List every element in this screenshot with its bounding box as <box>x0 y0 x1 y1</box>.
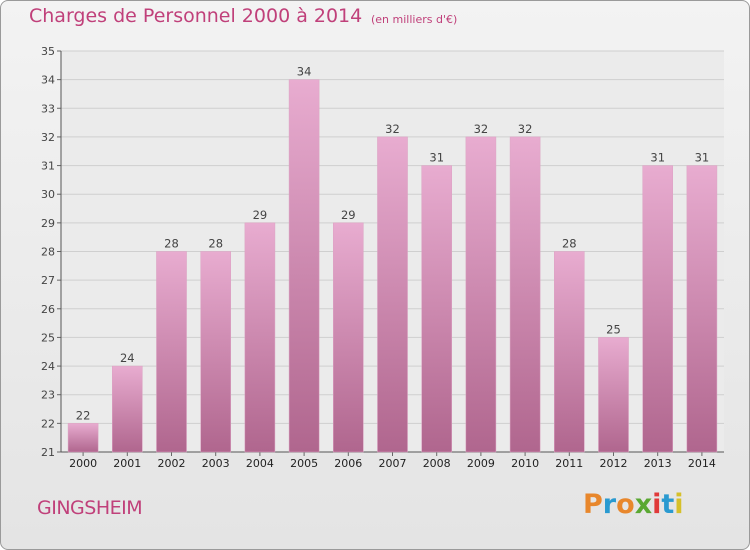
y-tick-label: 21 <box>41 446 55 459</box>
x-tick-label-2011: 2011 <box>555 457 583 470</box>
y-tick-label: 35 <box>41 45 55 58</box>
x-tick-label-2014: 2014 <box>688 457 716 470</box>
data-label-2009: 32 <box>474 122 489 136</box>
y-tick-label: 27 <box>41 274 55 287</box>
bar-2006 <box>333 222 364 453</box>
y-tick-label: 33 <box>41 102 55 115</box>
bar-2008 <box>421 165 452 453</box>
data-label-2006: 29 <box>341 208 356 222</box>
data-label-2000: 22 <box>76 408 91 422</box>
bar-2005 <box>288 79 320 453</box>
x-tick-label-2012: 2012 <box>600 457 628 470</box>
logo-letter: x <box>634 489 653 520</box>
bar-2007 <box>377 136 408 453</box>
y-tick-label: 26 <box>41 303 55 316</box>
bar-2014 <box>686 165 718 453</box>
y-tick-label: 25 <box>41 331 55 344</box>
data-label-2012: 25 <box>606 322 621 336</box>
x-tick-label-2001: 2001 <box>113 457 141 470</box>
bar-2012 <box>598 337 629 453</box>
axes: 21 22 23 24 25 26 27 28 29 30 31 32 33 34 35 2000 2001 20… <box>41 45 724 470</box>
bar-2013 <box>642 165 673 453</box>
data-label-2003: 28 <box>208 237 223 251</box>
y-tick-label: 31 <box>41 160 55 173</box>
y-tick-label: 28 <box>41 246 55 259</box>
x-tick-label-2007: 2007 <box>379 457 407 470</box>
x-tick-label-2008: 2008 <box>423 457 451 470</box>
chart-title: Charges de Personnel 2000 à 2014 <box>29 5 363 27</box>
x-tick-label-2006: 2006 <box>334 457 362 470</box>
x-tick-label-2000: 2000 <box>69 457 97 470</box>
data-label-2004: 29 <box>253 208 268 222</box>
data-label-2002: 28 <box>164 237 179 251</box>
data-label-2001: 24 <box>120 351 135 365</box>
bar-2002 <box>156 251 187 453</box>
data-label-2014: 31 <box>695 151 710 165</box>
y-tick-label: 32 <box>41 131 55 144</box>
bar-2000 <box>67 423 99 453</box>
logo-letter: t <box>661 489 675 520</box>
y-tick-label: 22 <box>41 417 55 430</box>
data-label-2010: 32 <box>518 122 533 136</box>
bar-2010 <box>509 136 541 453</box>
data-label-2011: 28 <box>562 237 577 251</box>
y-tick-label: 34 <box>41 74 55 87</box>
x-tick-label-2003: 2003 <box>202 457 230 470</box>
x-tick-label-2009: 2009 <box>467 457 495 470</box>
bars <box>67 79 718 453</box>
y-tick-label: 30 <box>41 188 55 201</box>
logo-letter: o <box>616 489 635 520</box>
logo-letter: r <box>602 489 617 520</box>
labels: 22 24 28 28 29 34 29 32 31 32 32 28 25 31 31 <box>76 65 709 423</box>
x-tick-label-2010: 2010 <box>511 457 539 470</box>
y-tick-label: 29 <box>41 217 55 230</box>
x-tick-label-2002: 2002 <box>158 457 186 470</box>
logo-letter: P <box>583 489 603 520</box>
y-tick-label: 23 <box>41 389 55 402</box>
logo-letter: i <box>674 489 684 520</box>
data-label-2005: 34 <box>297 65 312 79</box>
bar-2003 <box>200 251 231 453</box>
data-label-2008: 31 <box>429 151 444 165</box>
y-tick-label: 24 <box>41 360 55 373</box>
x-tick-label-2005: 2005 <box>290 457 318 470</box>
bar-2004 <box>244 222 276 453</box>
data-label-2013: 31 <box>650 151 665 165</box>
chart-subtitle: (en milliers d'€) <box>371 13 458 26</box>
logo-letter: i <box>652 489 662 520</box>
bar-2011 <box>554 251 585 453</box>
place-name: GINGSHEIM <box>37 497 143 519</box>
bar-2009 <box>465 136 497 453</box>
bar-2001 <box>112 365 143 453</box>
x-tick-label-2013: 2013 <box>644 457 672 470</box>
x-tick-label-2004: 2004 <box>246 457 274 470</box>
data-label-2007: 32 <box>385 122 400 136</box>
